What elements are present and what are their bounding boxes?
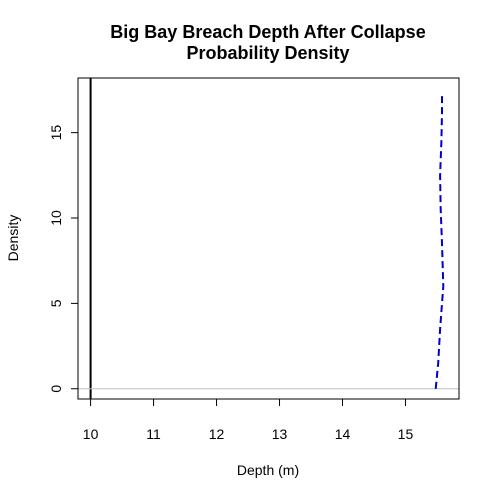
x-axis-label: Depth (m) [237,462,299,478]
x-tick-label-4: 14 [335,426,351,442]
y-tick-label-1: 5 [48,299,64,307]
density-series [434,95,445,389]
y-axis-label: Density [5,215,21,262]
plot-frame [77,77,460,400]
x-tick-label-0: 10 [83,426,99,442]
y-tick-label-2: 10 [48,210,64,226]
y-axis: 0 5 10 15 [48,125,78,393]
chart-title-line-1: Big Bay Breach Depth After Collapse [110,22,425,42]
x-tick-label-5: 15 [398,426,414,442]
x-tick-label-1: 11 [146,426,161,442]
chart-title: Big Bay Breach Depth After Collapse Prob… [110,22,425,63]
chart-title-line-2: Probability Density [186,43,349,63]
reference-lines [78,78,459,399]
x-tick-label-3: 13 [272,426,288,442]
x-tick-label-2: 12 [209,426,225,442]
y-tick-label-0: 0 [48,385,64,393]
x-axis: 10 11 12 13 14 15 [83,399,414,442]
density-line-0 [434,95,445,389]
y-tick-label-3: 15 [48,125,64,141]
